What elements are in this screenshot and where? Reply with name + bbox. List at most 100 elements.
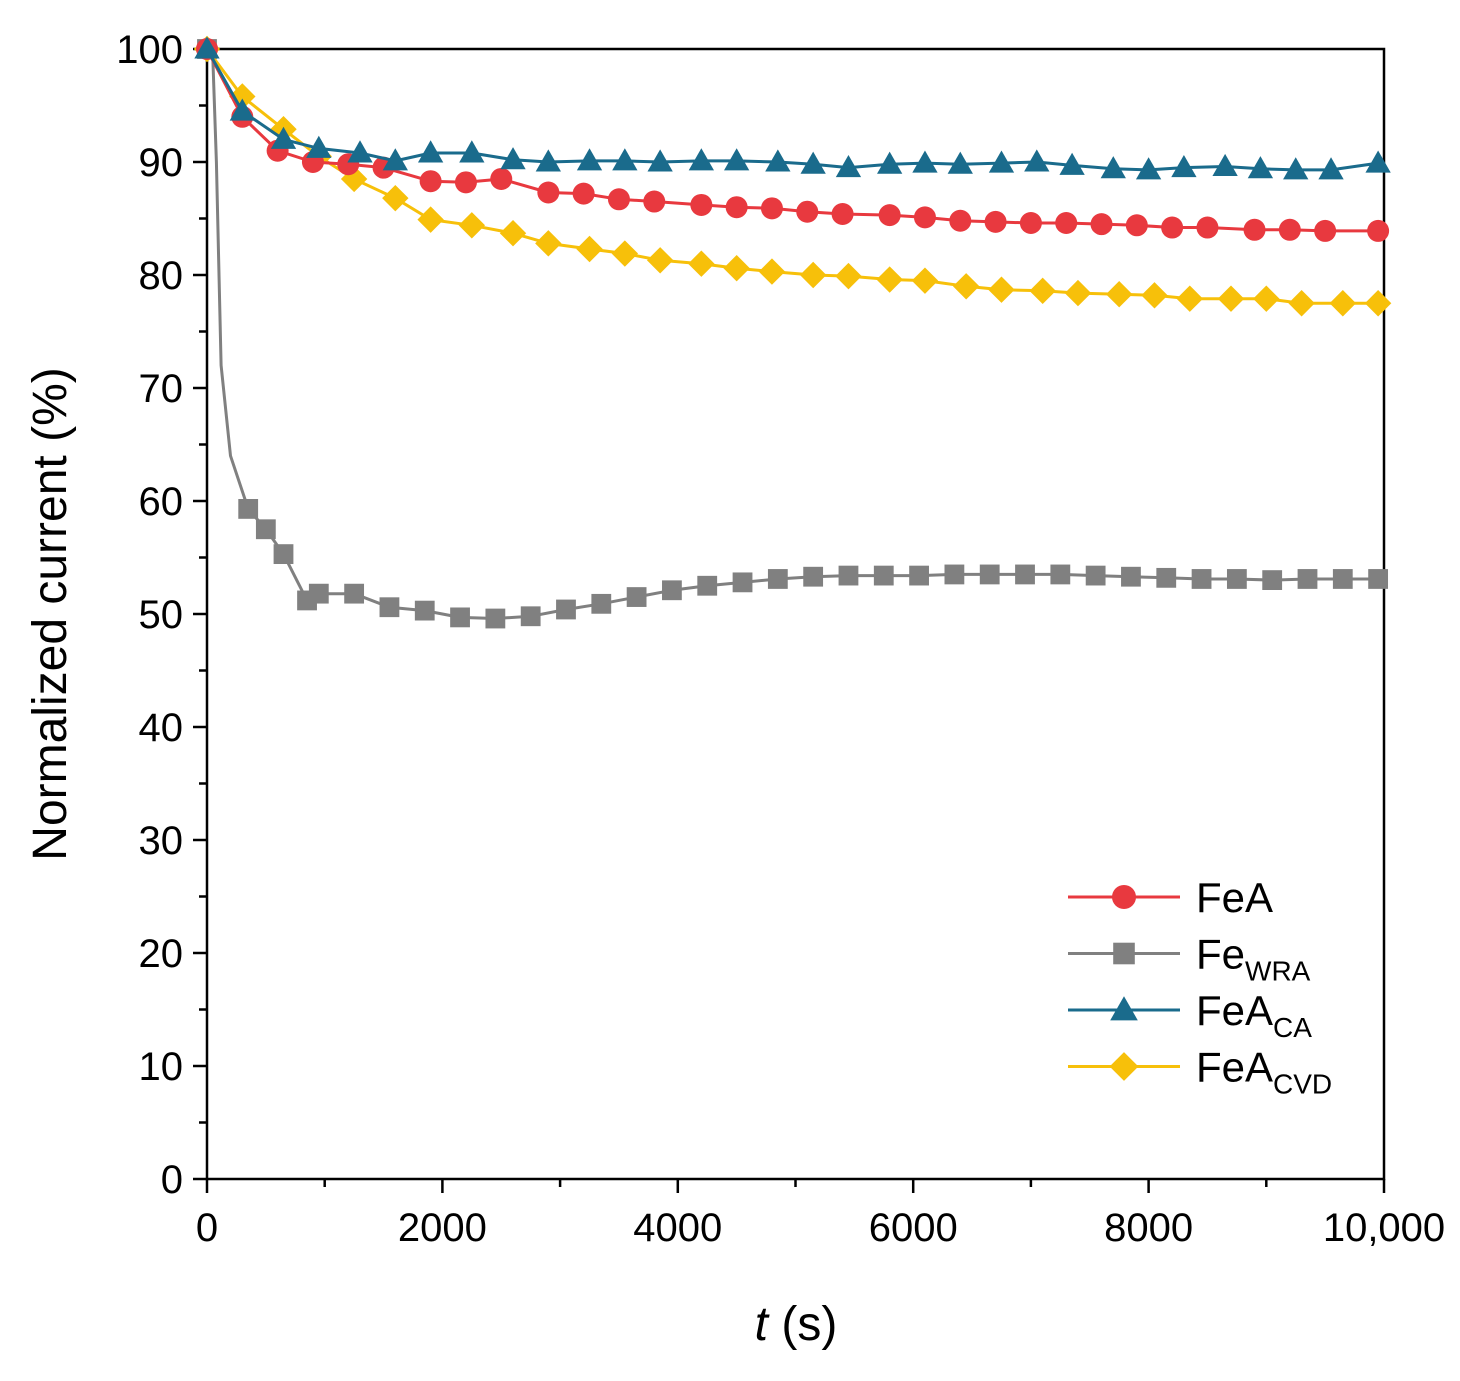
legend-marker xyxy=(1110,996,1138,1021)
data-point-FeWRA xyxy=(273,544,294,565)
y-axis-title: Normalized current (%) xyxy=(24,367,77,860)
series-FeACA xyxy=(194,36,1391,180)
data-point-FeA xyxy=(1055,212,1078,235)
data-point-FeACVD xyxy=(988,276,1015,303)
data-point-FeACVD xyxy=(1253,285,1280,312)
y-axis: 0 10 20 30 40 50 60 70 80 90 100 xyxy=(116,28,207,1202)
data-point-FeWRA xyxy=(414,600,435,621)
data-point-FeACA xyxy=(459,140,485,163)
data-point-FeA xyxy=(454,171,477,194)
data-point-FeACVD xyxy=(535,230,562,257)
data-point-FeACVD xyxy=(758,258,786,285)
legend-label: FeWRA xyxy=(1196,931,1311,987)
data-point-FeACVD xyxy=(646,247,674,274)
data-point-FeA xyxy=(1196,216,1219,239)
legend-label: FeACA xyxy=(1196,987,1312,1043)
data-point-FeACA xyxy=(1100,156,1126,179)
data-point-FeACVD xyxy=(1105,281,1133,308)
data-point-FeACVD xyxy=(1029,277,1056,305)
data-point-FeACA xyxy=(912,150,938,173)
data-point-FeACVD xyxy=(576,235,603,263)
data-point-FeWRA xyxy=(344,583,365,604)
x-tick-label: 8000 xyxy=(1104,1206,1193,1250)
series-line-FeA xyxy=(205,48,1379,233)
series-FeA xyxy=(196,38,1390,242)
data-point-FeWRA xyxy=(238,499,259,519)
data-point-FeWRA xyxy=(556,599,576,620)
data-point-FeACVD xyxy=(911,267,939,294)
data-point-FeACA xyxy=(306,135,332,158)
y-tick-label: 100 xyxy=(116,28,183,72)
data-point-FeACA xyxy=(1247,156,1274,179)
data-point-FeWRA xyxy=(485,608,506,629)
data-point-FeACA xyxy=(647,149,673,172)
data-point-FeWRA xyxy=(1191,569,1212,589)
data-point-FeWRA xyxy=(1368,569,1389,589)
data-point-FeACA xyxy=(1212,153,1238,177)
y-tick-label: 40 xyxy=(139,706,184,750)
data-point-FeWRA xyxy=(662,580,682,601)
data-point-FeA xyxy=(643,190,666,213)
data-point-FeA xyxy=(796,200,819,223)
data-point-FeWRA xyxy=(909,565,929,586)
data-point-FeACA xyxy=(1059,152,1085,175)
data-point-FeACA xyxy=(194,36,220,59)
y-tick-label: 10 xyxy=(139,1045,184,1089)
data-point-FeACA xyxy=(688,148,714,171)
x-tick-label: 6000 xyxy=(869,1206,958,1250)
data-point-FeWRA xyxy=(944,564,965,585)
data-point-FeACA xyxy=(835,155,862,178)
data-point-FeACA xyxy=(1365,150,1391,173)
legend-item-FeACA: FeACA xyxy=(1068,987,1312,1043)
data-point-FeA xyxy=(690,193,713,216)
data-point-FeACA xyxy=(1135,157,1162,180)
data-point-FeACVD xyxy=(723,255,750,282)
data-point-FeACVD xyxy=(799,261,827,289)
legend-marker xyxy=(1113,942,1135,965)
data-point-FeACA xyxy=(347,140,373,163)
series-FeACVD xyxy=(193,35,1392,317)
data-point-FeWRA xyxy=(1226,569,1247,589)
x-tick-label: 0 xyxy=(196,1206,218,1250)
data-point-FeACA xyxy=(1283,157,1309,180)
data-point-FeA xyxy=(1090,213,1113,236)
data-point-FeWRA xyxy=(1297,569,1318,589)
x-tick-label: 10,000 xyxy=(1323,1206,1445,1250)
legend-label: FeA xyxy=(1196,874,1273,921)
data-point-FeACVD xyxy=(835,262,862,290)
data-point-FeACA xyxy=(1171,155,1197,178)
data-point-FeWRA xyxy=(308,583,329,604)
series-layer xyxy=(193,35,1392,629)
x-axis-title: t (s) xyxy=(755,1298,838,1351)
data-point-FeA xyxy=(419,170,442,193)
data-point-FeACVD xyxy=(499,219,527,247)
series-line-FeWRA xyxy=(205,48,1379,620)
data-point-FeACA xyxy=(576,148,603,171)
data-point-FeA xyxy=(725,196,748,219)
data-point-FeA xyxy=(984,210,1007,233)
data-point-FeA xyxy=(1278,218,1301,241)
data-point-FeACA xyxy=(724,148,750,171)
y-tick-label: 70 xyxy=(139,367,184,411)
y-tick-label: 20 xyxy=(139,932,184,976)
data-point-FeWRA xyxy=(1085,565,1106,586)
data-point-FeACA xyxy=(417,140,444,163)
data-point-FeWRA xyxy=(838,565,859,586)
y-tick-label: 30 xyxy=(139,819,184,863)
data-point-FeA xyxy=(537,181,560,204)
data-point-FeWRA xyxy=(1262,570,1283,590)
data-point-FeACA xyxy=(877,151,903,174)
data-point-FeWRA xyxy=(873,565,894,586)
data-point-FeWRA xyxy=(697,575,718,596)
y-tick-label: 60 xyxy=(139,480,184,524)
series-FeWRA xyxy=(197,39,1389,629)
data-point-FeWRA xyxy=(520,606,541,627)
data-point-FeWRA xyxy=(1121,566,1141,587)
data-point-FeACVD xyxy=(1288,290,1315,317)
data-point-FeA xyxy=(572,182,595,205)
data-point-FeA xyxy=(1161,216,1184,239)
data-point-FeACVD xyxy=(1141,282,1168,309)
data-point-FeWRA xyxy=(803,566,824,587)
data-point-FeA xyxy=(1314,219,1337,242)
